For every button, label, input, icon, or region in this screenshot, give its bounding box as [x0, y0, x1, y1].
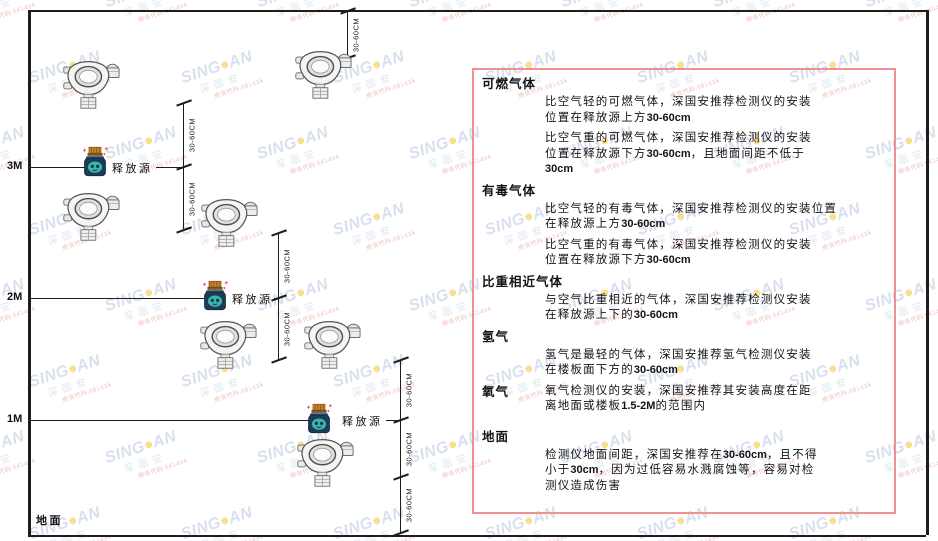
section-paragraph: 比空气重的可燃气体，深国安推荐检测仪的安装 位置在释放源下方30-60cm，且地面…	[545, 131, 884, 178]
right-wall-line	[926, 10, 929, 535]
panel-section: 比重相近气体与空气比重相近的气体，深国安推荐检测仪安装 在释放源上下的30-60c…	[482, 274, 884, 324]
section-heading: 比重相近气体	[482, 274, 564, 289]
gas-detector-icon	[63, 192, 120, 241]
panel-section: 氧气 氧气检测仪的安装，深国安推荐其安装高度在距 离地面或楼板1.5-2M的范围内	[482, 384, 884, 415]
dimension-label: 30-60CM	[282, 311, 292, 347]
dimension-label: 30-60CM	[351, 17, 361, 52]
height-label: 2M	[7, 291, 23, 303]
release-source-label: 释放源	[232, 294, 273, 306]
paragraph-line: 测仪造成伤害	[545, 479, 622, 492]
ground-label: 地面	[36, 515, 63, 527]
paragraph-line: 在释放源上下的30-60cm	[545, 309, 678, 321]
gas-detector-icon	[63, 60, 120, 109]
panel-section: 有毒气体 比空气轻的有毒气体，深国安推荐检测仪的安装位置 在释放源上方30-60cm…	[482, 183, 884, 269]
ground-line	[28, 535, 926, 538]
paragraph-line: 小于30cm，因为过低容易水溅腐蚀等，容易对检	[545, 464, 815, 476]
dimension-label: 30-60CM	[187, 117, 197, 153]
paragraph-line: 氧气检测仪的安装，深国安推荐其安装高度在距	[545, 384, 812, 397]
paragraph-line: 位置在释放源下方30-60cm，且地面间距不低于	[545, 147, 805, 160]
section-heading: 地面	[482, 429, 510, 444]
dimension-label: 30-60CM	[404, 431, 414, 466]
dimension-label: 30-60CM	[404, 487, 414, 523]
section-paragraph: 比空气轻的有毒气体，深国安推荐检测仪的安装位置 在释放源上方30-60cm	[545, 202, 884, 233]
section-paragraph: 氢气是最轻的气体，深国安推荐氢气检测仪安装 在楼板面下方的30-60cm	[545, 348, 884, 379]
paragraph-line: 在楼板面下方的30-60cm	[545, 364, 678, 376]
panel-section: 地面检测仪地面间距，深国安推荐在30-60cm，且不得 小于30cm，因为过低容易…	[482, 429, 884, 495]
release-source-icon	[306, 403, 333, 434]
section-paragraph: 检测仪地面间距，深国安推荐在30-60cm，且不得 小于30cm，因为过低容易水溅…	[545, 448, 884, 495]
height-leader-line	[29, 167, 88, 169]
dimension-line	[400, 360, 402, 533]
gas-detector-icon	[200, 320, 257, 369]
gas-detector-icon	[201, 198, 258, 247]
height-leader-line	[29, 420, 312, 422]
info-panel-sections: 可燃气体 比空气轻的可燃气体，深国安推荐检测仪的安装 位置在释放源上方30-60cm…	[482, 76, 884, 494]
paragraph-line: 在释放源上方30-60cm	[545, 218, 666, 230]
release-source-label: 释放源	[112, 163, 153, 175]
paragraph-line: 氢气是最轻的气体，深国安推荐氢气检测仪安装	[545, 348, 812, 361]
panel-section: 可燃气体 比空气轻的可燃气体，深国安推荐检测仪的安装 位置在释放源上方30-60cm…	[482, 76, 884, 178]
height-label: 1M	[7, 413, 23, 425]
dimension-line	[347, 11, 349, 58]
leader-line	[156, 167, 184, 169]
section-paragraph: 氧气检测仪的安装，深国安推荐其安装高度在距 离地面或楼板1.5-2M的范围内	[545, 384, 884, 415]
paragraph-line: 比空气重的可燃气体，深国安推荐检测仪的安装	[545, 132, 812, 144]
release-source-icon	[82, 146, 109, 177]
section-heading: 氢气	[482, 329, 510, 344]
section-heading: 可燃气体	[482, 77, 537, 91]
paragraph-line: 检测仪地面间距，深国安推荐在30-60cm，且不得	[545, 448, 818, 461]
height-leader-line	[29, 298, 208, 300]
panel-section: 氢气氢气是最轻的气体，深国安推荐氢气检测仪安装 在楼板面下方的30-60cm	[482, 329, 884, 379]
paragraph-line: 比空气重的有毒气体，深国安推荐检测仪的安装	[545, 238, 812, 251]
release-source-icon	[202, 280, 229, 311]
gas-detector-icon	[304, 320, 361, 369]
section-paragraph: 比空气轻的可燃气体，深国安推荐检测仪的安装 位置在释放源上方30-60cm	[545, 95, 884, 126]
dimension-label: 30-60CM	[404, 372, 414, 408]
ceiling-line	[28, 10, 926, 12]
section-paragraph: 与空气比重相近的气体，深国安推荐检测仪安装 在释放源上下的30-60cm	[545, 293, 884, 324]
paragraph-line: 30cm	[545, 163, 574, 175]
section-heading: 有毒气体	[482, 183, 537, 198]
gas-detector-icon	[295, 50, 352, 99]
gas-detector-icon	[297, 438, 354, 487]
paragraph-line: 与空气比重相近的气体，深国安推荐检测仪安装	[545, 293, 812, 306]
info-panel: 可燃气体 比空气轻的可燃气体，深国安推荐检测仪的安装 位置在释放源上方30-60cm…	[472, 68, 896, 514]
release-source-label: 释放源	[342, 416, 383, 428]
section-paragraph: 比空气重的有毒气体，深国安推荐检测仪的安装 位置在释放源下方30-60cm	[545, 238, 884, 269]
section-heading: 氧气	[482, 384, 510, 399]
wall-line	[28, 10, 31, 535]
paragraph-line: 比空气轻的有毒气体，深国安推荐检测仪的安装位置	[545, 202, 838, 215]
paragraph-line: 比空气轻的可燃气体，深国安推荐检测仪的安装	[545, 96, 812, 108]
dimension-label: 30-60CM	[187, 181, 197, 216]
height-label: 3M	[7, 160, 23, 172]
paragraph-line: 位置在释放源下方30-60cm	[545, 254, 691, 266]
dimension-label: 30-60CM	[282, 248, 292, 283]
paragraph-line: 离地面或楼板1.5-2M的范围内	[545, 400, 707, 412]
paragraph-line: 位置在释放源上方30-60cm	[545, 111, 691, 124]
